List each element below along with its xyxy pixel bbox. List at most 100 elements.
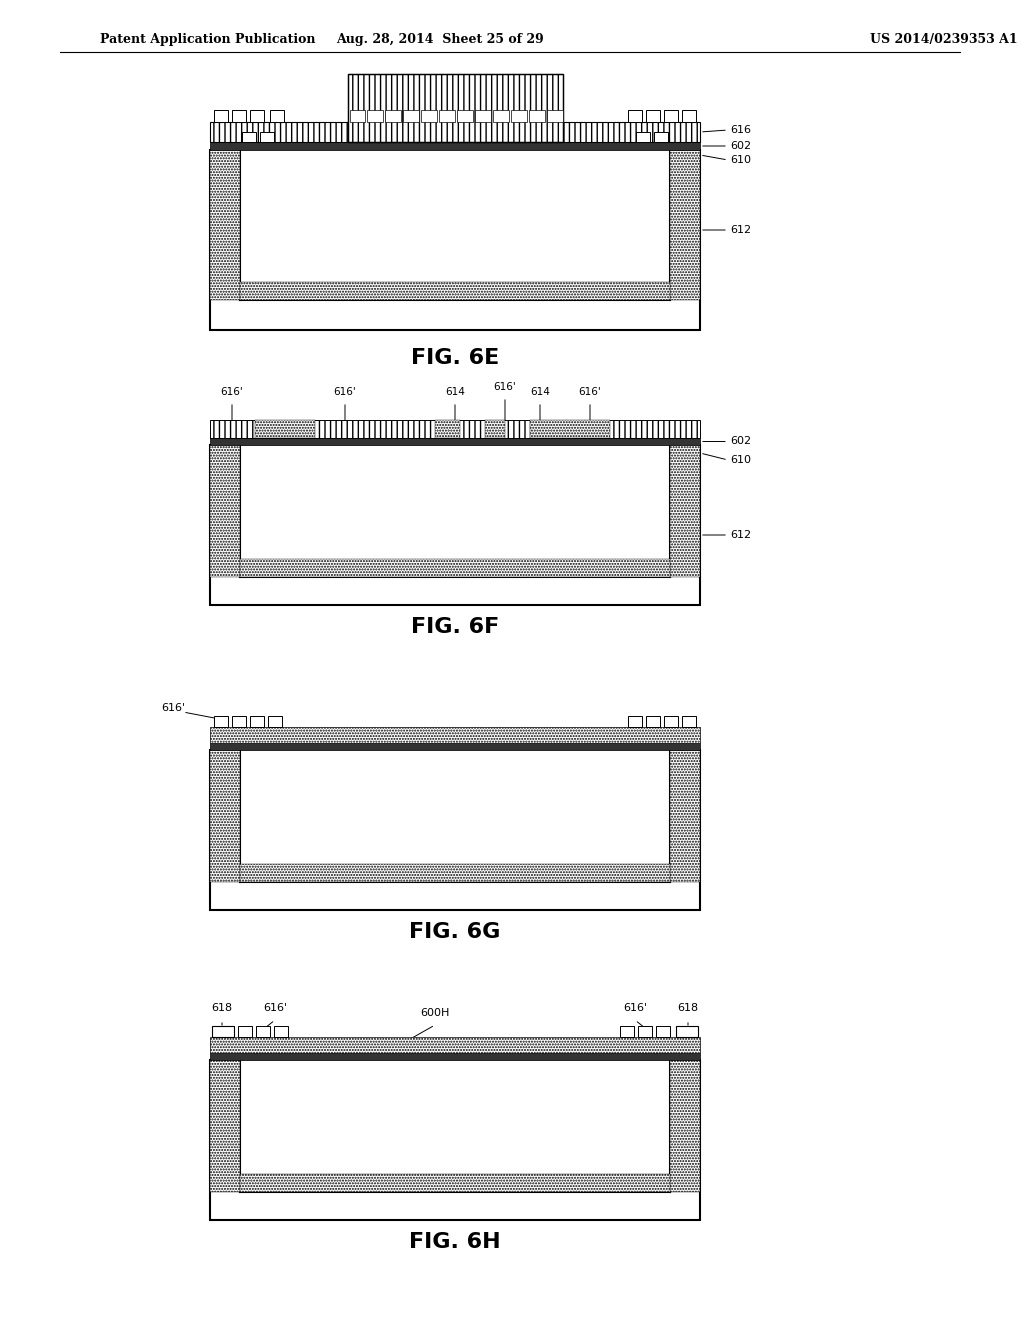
Bar: [210, 445, 700, 605]
Bar: [670, 445, 700, 577]
Bar: [620, 1026, 634, 1038]
Text: FIG. 6F: FIG. 6F: [411, 616, 499, 638]
Bar: [349, 110, 366, 121]
Text: 618: 618: [211, 1003, 232, 1012]
Text: 616': 616': [161, 704, 185, 713]
Bar: [682, 715, 696, 727]
Bar: [547, 110, 562, 121]
Text: 616': 616': [623, 1003, 647, 1012]
Bar: [347, 74, 562, 143]
Bar: [664, 110, 678, 121]
Text: 616': 616': [220, 387, 244, 397]
Bar: [210, 750, 700, 909]
Bar: [255, 420, 315, 438]
Text: 612: 612: [730, 531, 752, 540]
Text: 614: 614: [530, 387, 550, 397]
Bar: [656, 1026, 670, 1038]
Bar: [210, 727, 700, 743]
Bar: [268, 715, 282, 727]
Bar: [240, 750, 670, 882]
Bar: [240, 282, 670, 300]
Bar: [210, 1060, 240, 1192]
Bar: [240, 426, 670, 445]
Bar: [670, 150, 700, 300]
Bar: [654, 132, 668, 143]
Bar: [210, 143, 700, 150]
Bar: [403, 110, 419, 121]
Bar: [664, 715, 678, 727]
Bar: [256, 1026, 270, 1038]
Bar: [210, 438, 700, 445]
Bar: [232, 110, 246, 121]
Bar: [240, 733, 670, 750]
Bar: [628, 110, 642, 121]
Bar: [530, 420, 610, 438]
Bar: [485, 420, 505, 438]
Bar: [250, 715, 264, 727]
Bar: [274, 1026, 288, 1038]
Text: 612: 612: [730, 224, 752, 235]
Text: 602: 602: [730, 141, 752, 150]
Bar: [240, 132, 670, 150]
Text: 600H: 600H: [420, 1008, 450, 1018]
Text: 616': 616': [263, 1003, 287, 1012]
Text: 616: 616: [730, 125, 751, 135]
Bar: [214, 715, 228, 727]
Bar: [676, 1026, 698, 1038]
Bar: [475, 110, 490, 121]
Bar: [528, 110, 545, 121]
Bar: [212, 1026, 234, 1038]
Bar: [240, 445, 670, 577]
Bar: [385, 110, 401, 121]
Bar: [636, 132, 650, 143]
Bar: [628, 715, 642, 727]
Bar: [210, 445, 240, 577]
Bar: [210, 1060, 700, 1220]
Bar: [457, 110, 473, 121]
Bar: [210, 420, 700, 438]
Bar: [210, 121, 700, 143]
Text: FIG. 6E: FIG. 6E: [411, 348, 499, 368]
Text: 616': 616': [334, 387, 356, 397]
Bar: [240, 150, 670, 300]
Bar: [670, 750, 700, 882]
Bar: [240, 865, 670, 882]
Bar: [439, 110, 455, 121]
Text: US 2014/0239353 A1: US 2014/0239353 A1: [870, 33, 1018, 46]
Bar: [638, 1026, 652, 1038]
Text: 614: 614: [424, 81, 445, 90]
Text: 614: 614: [445, 387, 465, 397]
Bar: [682, 110, 696, 121]
Text: FIG. 6H: FIG. 6H: [410, 1232, 501, 1251]
Bar: [493, 110, 509, 121]
Bar: [368, 110, 383, 121]
Text: 616': 616': [494, 381, 516, 392]
Bar: [210, 750, 240, 882]
Bar: [240, 558, 670, 577]
Bar: [646, 715, 660, 727]
Bar: [210, 1038, 700, 1053]
Bar: [270, 110, 284, 121]
Text: 616': 616': [579, 387, 601, 397]
Bar: [210, 743, 700, 750]
Bar: [238, 1026, 252, 1038]
Bar: [260, 132, 274, 143]
Bar: [421, 110, 437, 121]
Text: 618: 618: [678, 1003, 698, 1012]
Text: FIG. 6G: FIG. 6G: [410, 921, 501, 942]
Text: Patent Application Publication: Patent Application Publication: [100, 33, 315, 46]
Text: 610: 610: [730, 455, 751, 465]
Bar: [242, 132, 256, 143]
Bar: [210, 150, 700, 330]
Bar: [214, 110, 228, 121]
Bar: [670, 1060, 700, 1192]
Bar: [347, 74, 562, 143]
Bar: [511, 110, 526, 121]
Bar: [210, 150, 240, 300]
Bar: [240, 1173, 670, 1192]
Bar: [240, 1060, 670, 1192]
Bar: [240, 1041, 670, 1060]
Bar: [646, 110, 660, 121]
Bar: [250, 110, 264, 121]
Text: 610: 610: [730, 154, 751, 165]
